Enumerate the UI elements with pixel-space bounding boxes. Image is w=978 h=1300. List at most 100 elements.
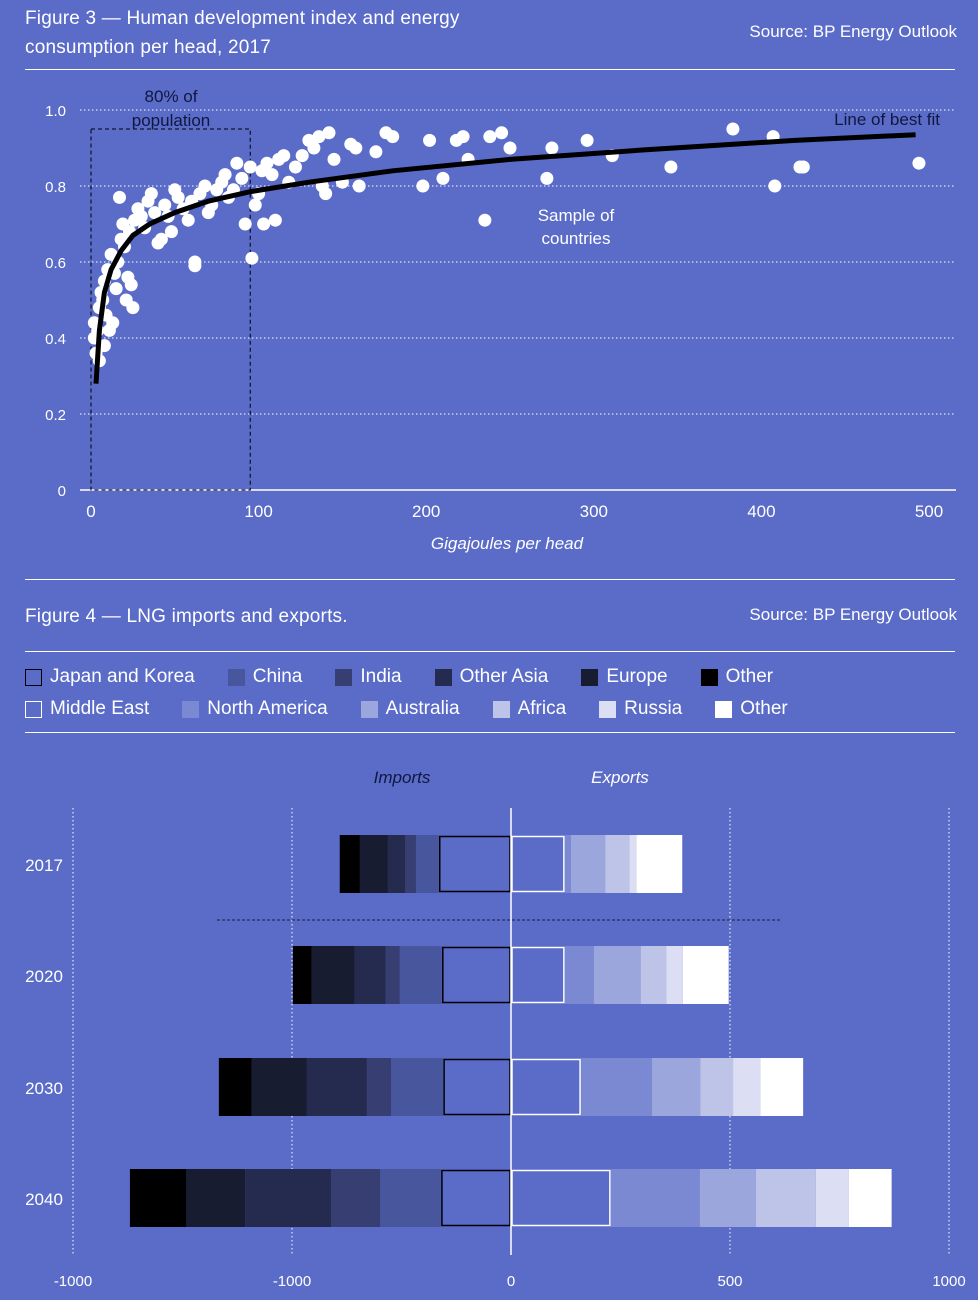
legend-label: Russia: [624, 698, 683, 719]
data-point: [265, 168, 279, 182]
legend-label: Africa: [517, 698, 567, 719]
bar-segment-export-north-america: [581, 1058, 653, 1116]
data-point: [503, 141, 517, 155]
legend-item-imports-europe: Europe: [581, 666, 668, 688]
data-point: [288, 160, 302, 174]
data-point: [235, 171, 249, 185]
sample-label-line2: countries: [542, 229, 611, 248]
data-point: [277, 149, 291, 163]
y-tick-labels: 0 0.2 0.4 0.6 0.8 1.0: [45, 103, 66, 500]
bar-segment-import-europe: [311, 946, 355, 1004]
figure3-source: Source: BP Energy Outlook: [749, 22, 957, 41]
data-point: [164, 225, 178, 239]
bar-segment-export-australia: [571, 835, 606, 893]
population-label-line2: population: [132, 111, 210, 130]
lng-legend: Japan and Korea China India Other Asia Europ…: [25, 661, 965, 725]
bar-segment-import-india: [405, 835, 416, 893]
best-fit-line: [93, 132, 916, 384]
legend-item-exports-middle-east: Middle East: [25, 698, 149, 720]
data-point: [171, 190, 185, 204]
data-point: [580, 133, 594, 147]
figure3-divider: [25, 69, 955, 70]
bar-segment-import-japan-and-korea: [441, 1169, 511, 1227]
legend-item-imports-other-asia: Other Asia: [434, 666, 548, 688]
x-tick-label: -1000: [273, 1273, 311, 1290]
x-tick-labels: -1000 -1000 0 500 1000: [54, 1273, 966, 1290]
data-point: [416, 179, 430, 193]
data-point: [768, 179, 782, 193]
bar-segment-export-other: [760, 1058, 804, 1116]
legend-swatch: [581, 668, 599, 686]
x-tick-label: 500: [717, 1273, 742, 1290]
figure4-source: Source: BP Energy Outlook: [749, 605, 957, 624]
legend-label: China: [252, 666, 303, 687]
bar-segment-export-middle-east: [511, 1169, 611, 1227]
data-point: [307, 141, 321, 155]
legend-item-exports-russia: Russia: [599, 698, 682, 720]
bar-segment-import-other-asia: [306, 1058, 367, 1116]
figure4-title: Figure 4 — LNG imports and exports.: [25, 606, 348, 627]
data-point: [386, 130, 400, 144]
bar-segment-import-other-asia: [387, 835, 406, 893]
legend-swatch: [227, 668, 245, 686]
bar-segment-export-russia: [733, 1058, 761, 1116]
bar-segment-import-japan-and-korea: [443, 1058, 511, 1116]
data-point: [134, 209, 148, 223]
data-point: [243, 160, 257, 174]
bar-segment-import-india: [330, 1169, 381, 1227]
bar-segment-import-other: [292, 946, 312, 1004]
stacked-bars: [129, 835, 892, 1227]
data-point: [257, 217, 271, 231]
bar-segment-import-other-asia: [245, 1169, 331, 1227]
figure4-divider: [25, 651, 955, 652]
legend-item-imports-japan-and-korea: Japan and Korea: [25, 666, 195, 688]
y-tick-label: 0.4: [45, 331, 66, 348]
x-tick-labels: 0 100 200 300 400 500: [86, 502, 943, 521]
legend-label: Japan and Korea: [50, 666, 195, 687]
bar-segment-import-europe: [186, 1169, 246, 1227]
bar-segment-export-russia: [666, 946, 683, 1004]
data-point: [327, 152, 341, 166]
bar-segment-import-china: [399, 946, 442, 1004]
data-point: [238, 217, 252, 231]
legend-item-imports-china: China: [227, 666, 303, 688]
year-label: 2020: [25, 967, 63, 986]
legend-item-exports-north-america: North America: [182, 698, 328, 720]
year-label: 2017: [25, 856, 63, 875]
data-point: [109, 282, 123, 296]
legend-label: Other: [740, 698, 788, 719]
bar-segment-import-other-asia: [354, 946, 386, 1004]
legend-item-exports-other: Other: [715, 698, 788, 720]
data-point: [796, 160, 810, 174]
data-point: [349, 141, 363, 155]
bar-segment-import-india: [366, 1058, 391, 1116]
data-point: [188, 259, 202, 273]
bar-segment-import-china: [380, 1169, 441, 1227]
data-point: [456, 130, 470, 144]
sample-label-line1: Sample of: [538, 206, 615, 225]
bar-segment-import-japan-and-korea: [438, 835, 511, 893]
population-label-line1: 80% of: [145, 87, 198, 106]
data-point: [352, 179, 366, 193]
figure3-title-line2: consumption per head, 2017: [25, 37, 272, 58]
bar-segment-export-middle-east: [511, 835, 565, 893]
year-label: 2030: [25, 1079, 63, 1098]
bar-segment-import-china: [390, 1058, 444, 1116]
legend-label: Middle East: [50, 698, 150, 719]
data-point: [144, 187, 158, 201]
bar-segment-export-other: [848, 1169, 892, 1227]
hdi-scatter-chart: 0 0.2 0.4 0.6 0.8 1.0 0 100 200 300 400 500 80% of…: [45, 87, 956, 553]
legend-label: Europe: [606, 666, 668, 687]
data-point: [248, 198, 262, 212]
data-point: [158, 198, 172, 212]
year-labels: 2017 2020 2030 2040: [25, 856, 63, 1209]
legend-divider: [25, 732, 955, 733]
x-tick-label: 500: [915, 502, 943, 521]
legend-swatch: [434, 668, 452, 686]
bar-segment-import-europe: [359, 835, 388, 893]
x-tick-label: 1000: [932, 1273, 965, 1290]
data-point: [268, 213, 282, 227]
data-point: [181, 213, 195, 227]
legend-swatch: [492, 700, 510, 718]
